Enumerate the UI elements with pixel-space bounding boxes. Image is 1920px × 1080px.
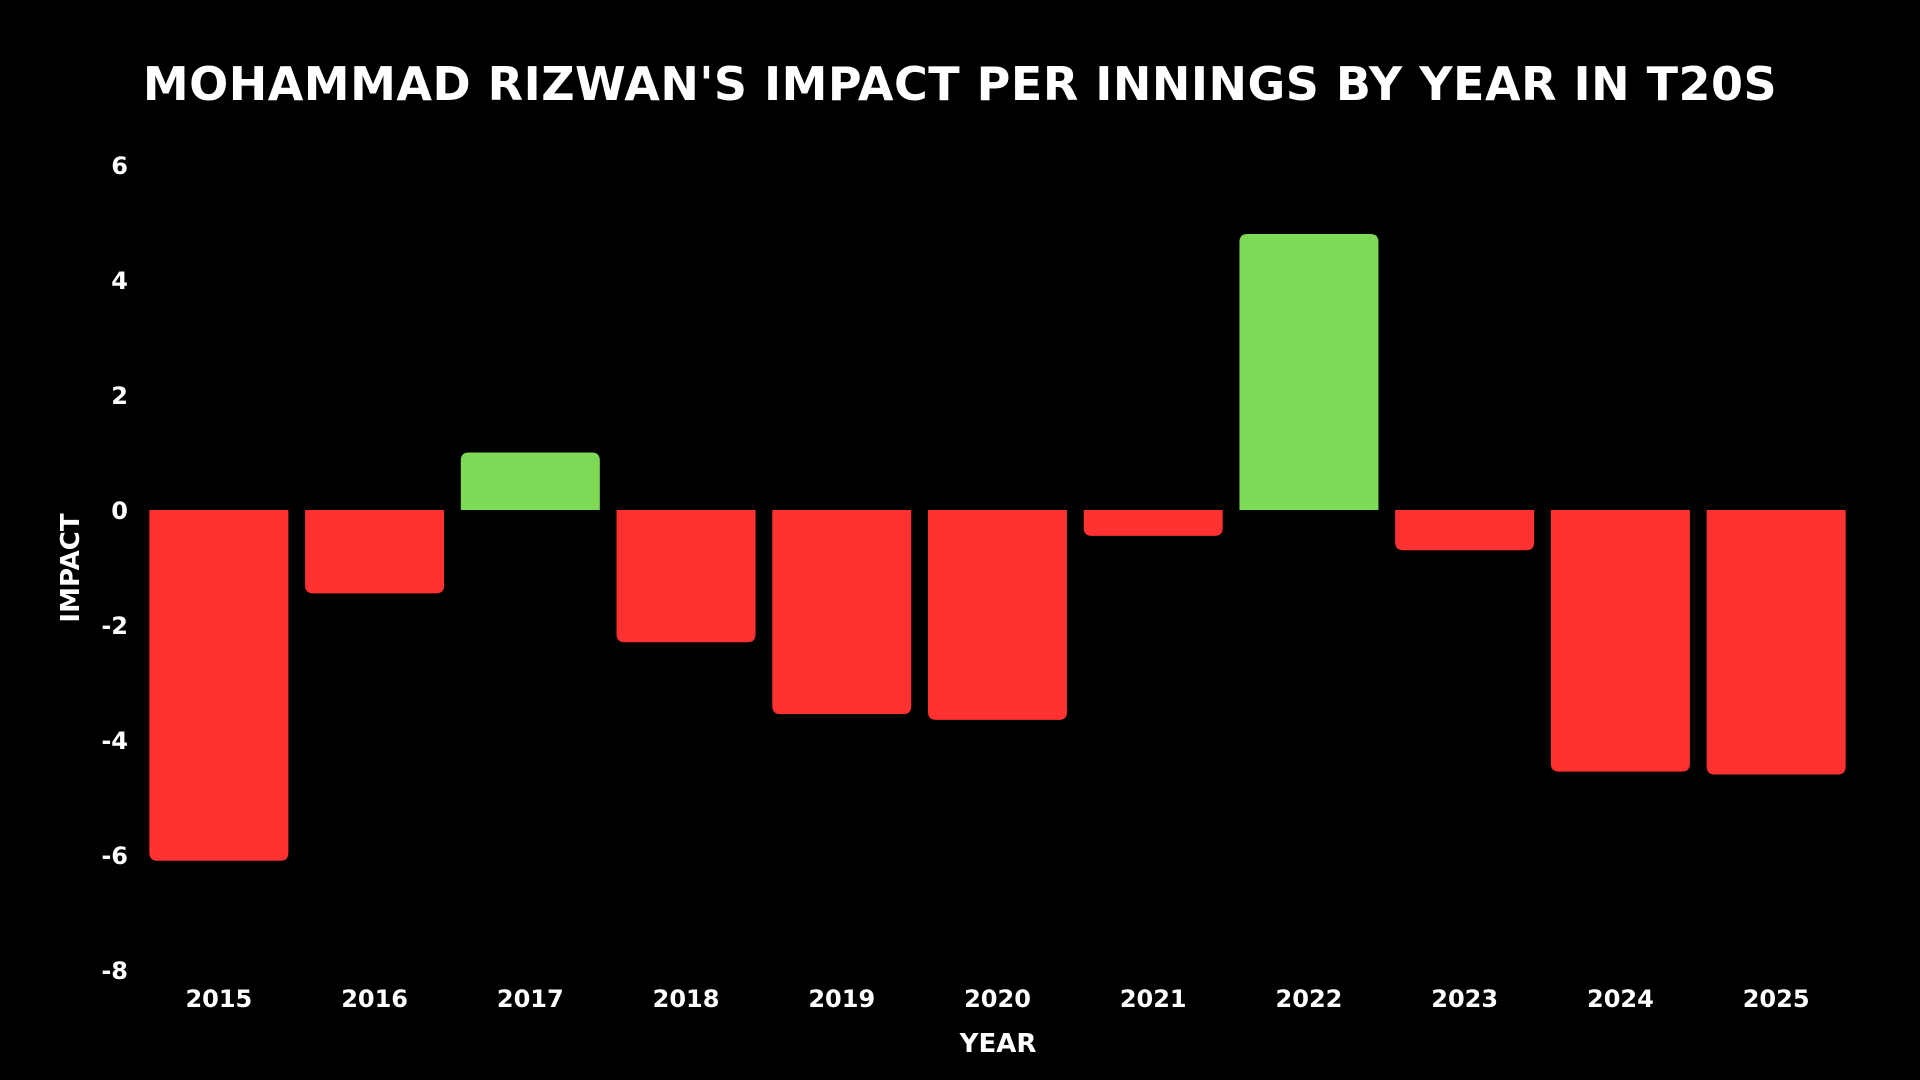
y-tick-label: 4 — [111, 267, 128, 295]
x-tick-label: 2024 — [1587, 985, 1654, 1013]
y-tick-label: -8 — [101, 957, 128, 985]
y-tick-label: -6 — [101, 842, 128, 870]
y-tick-label: 2 — [111, 382, 128, 410]
x-tick-label: 2022 — [1276, 985, 1343, 1013]
y-tick-label: -2 — [101, 612, 128, 640]
bar-2023 — [1395, 510, 1535, 551]
bar-2019 — [772, 510, 912, 715]
y-tick-label: -4 — [101, 727, 128, 755]
x-tick-label: 2025 — [1743, 985, 1810, 1013]
y-axis-ticks: -8 -6 -4 -2 0 2 4 6 — [101, 152, 128, 985]
x-tick-label: 2016 — [341, 985, 408, 1013]
x-tick-label: 2023 — [1431, 985, 1498, 1013]
bar-2025 — [1706, 510, 1846, 775]
bar-2018 — [616, 510, 756, 643]
x-tick-label: 2018 — [653, 985, 720, 1013]
bar-2020 — [928, 510, 1067, 720]
x-tick-label: 2017 — [497, 985, 564, 1013]
chart-title: MOHAMMAD RIZWAN'S IMPACT PER INNINGS BY … — [143, 57, 1777, 111]
bar-2021 — [1083, 510, 1223, 536]
x-axis-ticks: 2015 2016 2017 2018 2019 2020 2021 2022 2023 2024… — [185, 985, 1809, 1013]
x-tick-label: 2019 — [808, 985, 875, 1013]
bar-2017 — [460, 452, 600, 510]
y-tick-label: 0 — [111, 497, 128, 525]
bar-series — [149, 234, 1846, 861]
bar-2024 — [1550, 510, 1690, 772]
y-tick-label: 6 — [111, 152, 128, 180]
bar-2015 — [149, 510, 289, 861]
x-tick-label: 2020 — [964, 985, 1031, 1013]
x-axis-label: YEAR — [959, 1029, 1037, 1059]
x-tick-label: 2015 — [185, 985, 252, 1013]
bar-2016 — [305, 510, 445, 594]
x-tick-label: 2021 — [1120, 985, 1187, 1013]
bar-2022 — [1239, 234, 1379, 510]
y-axis-label: IMPACT — [56, 513, 86, 622]
